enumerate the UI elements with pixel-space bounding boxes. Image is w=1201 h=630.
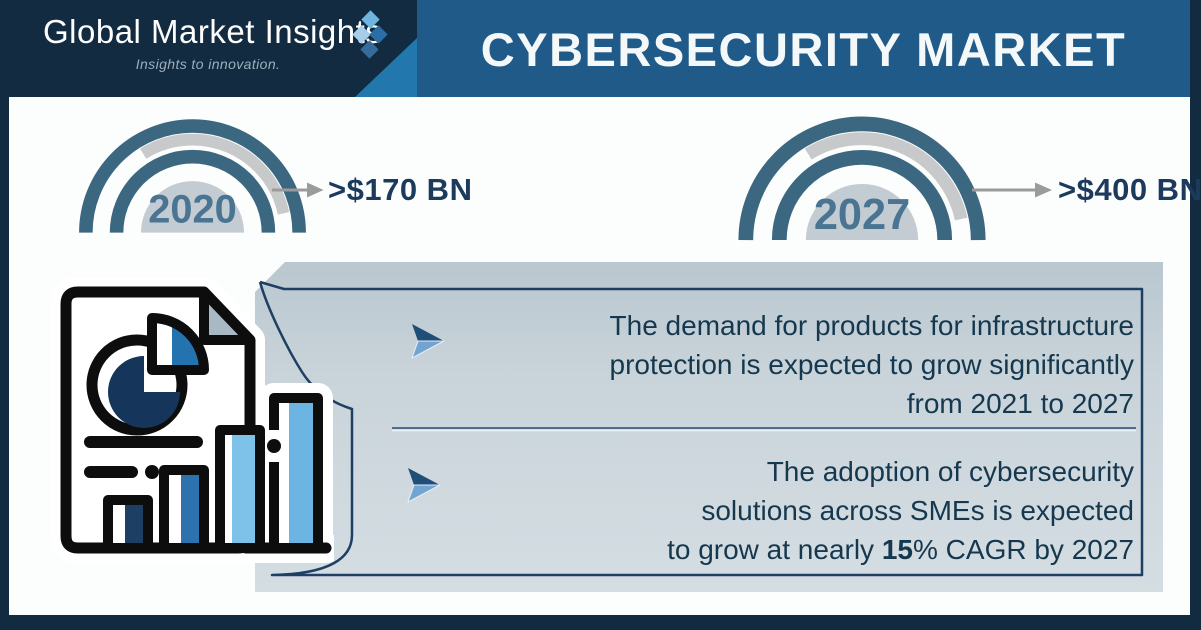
pie-slice xyxy=(147,313,209,375)
bullet-1-line: protection is expected to grow significa… xyxy=(609,349,1135,380)
gauge-center-disc xyxy=(805,183,919,241)
brand-name: Global Market Insights xyxy=(43,13,383,50)
brand-tagline: Insights to innovation. xyxy=(135,56,281,72)
bullet-2: The adoption of cybersecurity solutions … xyxy=(470,452,1134,569)
bar xyxy=(103,495,153,553)
frame-left xyxy=(0,0,9,630)
bar-dot xyxy=(267,439,281,453)
gauge-chart-2027: 2027 xyxy=(738,116,986,241)
text-dot xyxy=(145,465,159,479)
frame-bottom xyxy=(0,615,1201,630)
bar xyxy=(215,425,265,553)
header-accent-wedge xyxy=(355,38,417,97)
title-band: CYBERSECURITY MARKET xyxy=(417,0,1190,97)
arrow-bullet-icon xyxy=(411,324,445,360)
gauge-inner-arc xyxy=(771,150,953,241)
cagr-value: 15 xyxy=(881,534,913,565)
bar xyxy=(159,465,209,553)
bullet-2-line: solutions across SMEs is expected xyxy=(701,495,1134,526)
gauge-gray-arc xyxy=(804,132,968,221)
gauge-year-label: 2020 xyxy=(148,188,236,232)
frame-right xyxy=(1190,0,1201,630)
page-title: CYBERSECURITY MARKET xyxy=(480,23,1127,76)
gauge-value-2027: >$400 BN xyxy=(1058,172,1201,207)
gauge-center-disc xyxy=(140,181,245,233)
gauge-year-label: 2027 xyxy=(814,191,910,239)
bullet-2-line: to grow at nearly 15% CAGR by 2027 xyxy=(667,534,1134,565)
bullet-2-line: The adoption of cybersecurity xyxy=(766,456,1134,487)
page-fold xyxy=(199,287,255,345)
gauge-inner-arc xyxy=(109,150,276,233)
bullet-1: The demand for products for infrastructu… xyxy=(470,306,1135,423)
gauge-outer-arc xyxy=(79,119,306,233)
gauge-value-2020: >$170 BN xyxy=(328,172,473,207)
bullet-1-line: from 2021 to 2027 xyxy=(906,388,1134,419)
bar xyxy=(269,393,323,553)
arrow-right-icon xyxy=(272,182,324,198)
brand-logo-block: Global Market Insights Insights to innov… xyxy=(9,0,417,97)
bullet-1-line: The demand for products for infrastructu… xyxy=(609,310,1134,341)
gauge-outer-arc xyxy=(738,116,986,241)
document-chart-icon xyxy=(51,278,334,563)
arrow-bullet-icon xyxy=(407,468,441,504)
arrow-right-icon xyxy=(972,182,1052,198)
pie-wedge-dark xyxy=(108,356,180,428)
